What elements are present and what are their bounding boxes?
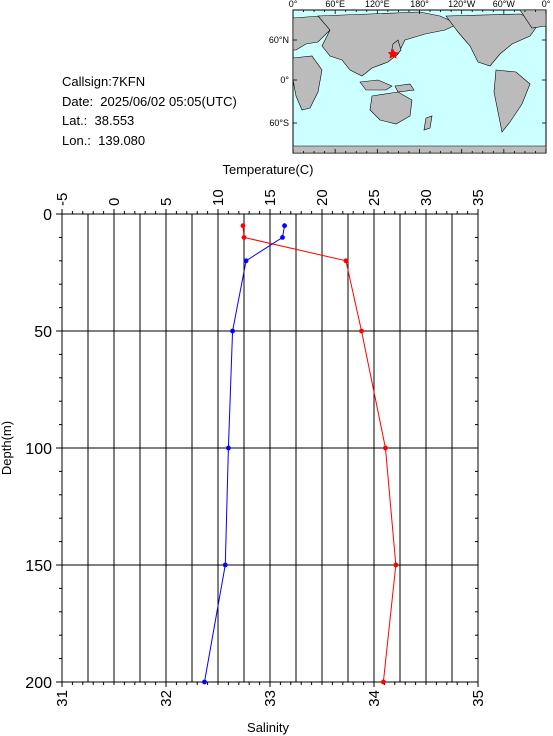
map-latitude-label: 0° bbox=[280, 75, 289, 85]
temperature-tick-label: 25 bbox=[366, 189, 383, 206]
temperature-data-point bbox=[393, 562, 399, 568]
temperature-data-point bbox=[380, 679, 386, 685]
chart-grid bbox=[61, 213, 479, 683]
temperature-profile-line bbox=[242, 225, 397, 683]
salinity-data-point bbox=[222, 562, 228, 568]
land-new-zealand bbox=[423, 115, 433, 131]
land-indonesia bbox=[359, 79, 393, 91]
temperature-data-point bbox=[383, 445, 388, 451]
salinity-tick-label: 31 bbox=[54, 690, 71, 707]
temperature-tick-label: 30 bbox=[418, 189, 435, 206]
temperature-tick-label: 10 bbox=[210, 189, 227, 206]
depth-tick-label: 150 bbox=[25, 558, 52, 575]
temperature-data-point bbox=[240, 223, 246, 229]
depth-tick-label: 100 bbox=[25, 441, 52, 458]
salinity-tick-label: 33 bbox=[262, 690, 279, 707]
land-greenland bbox=[519, 10, 546, 29]
map-land bbox=[293, 10, 546, 153]
date-text: Date: 2025/06/02 05:05(UTC) bbox=[62, 93, 237, 109]
longitude-text: Lon.: 139.080 bbox=[62, 132, 146, 148]
salinity-data-point bbox=[226, 445, 231, 451]
depth-tick-label: 0 bbox=[43, 207, 52, 224]
land-africa bbox=[293, 55, 323, 111]
chart-ticks bbox=[56, 209, 479, 687]
callsign-text: Callsign:7KFN bbox=[62, 74, 146, 89]
chart-series bbox=[202, 223, 399, 685]
temperature-tick-label: 20 bbox=[314, 189, 331, 206]
salinity-data-point bbox=[282, 223, 287, 229]
depth-tick-label: 50 bbox=[34, 324, 52, 341]
land-south-america bbox=[493, 69, 531, 133]
salinity-tick-label: 34 bbox=[366, 690, 383, 707]
salinity-data-point bbox=[280, 235, 285, 240]
map-longitude-label: 120°W bbox=[448, 0, 476, 9]
depth-tick-label: 200 bbox=[25, 675, 52, 692]
latitude-text: Lat.: 38.553 bbox=[62, 113, 135, 128]
station-marker-icon bbox=[387, 48, 399, 59]
map-latitude-label: 60°S bbox=[269, 118, 289, 128]
temperature-tick-label: 35 bbox=[470, 189, 487, 206]
salinity-data-point bbox=[243, 258, 249, 264]
map-latitude-label: 60°N bbox=[269, 35, 289, 45]
salinity-data-point bbox=[230, 328, 235, 334]
map-longitude-label: 180° bbox=[410, 0, 429, 9]
salinity-tick-label: 32 bbox=[158, 690, 175, 707]
temperature-data-point bbox=[241, 235, 247, 240]
temperature-axis-label: Temperature(C) bbox=[222, 162, 313, 177]
salinity-tick-label: 35 bbox=[470, 690, 487, 707]
depth-axis-label: Depth(m) bbox=[0, 421, 14, 475]
temperature-data-point bbox=[359, 328, 364, 334]
map-longitude-label: 0° bbox=[289, 0, 298, 9]
salinity-profile-line bbox=[203, 225, 286, 683]
temperature-tick-label: 15 bbox=[262, 189, 279, 206]
temperature-tick-label: 5 bbox=[158, 198, 175, 206]
temperature-tick-label: -5 bbox=[54, 193, 71, 206]
land-new-guinea bbox=[394, 83, 415, 93]
temperature-tick-label: 0 bbox=[106, 198, 123, 206]
map-longitude-label: 60°W bbox=[493, 0, 516, 9]
location-map: 0° 60°E 120°E 180° 120°W 60°W 0° 60°N 0° 60°S bbox=[269, 0, 551, 154]
salinity-axis-label: Salinity bbox=[247, 720, 289, 735]
land-australia bbox=[369, 91, 413, 125]
map-longitude-label: 60°E bbox=[325, 0, 345, 9]
temperature-data-point bbox=[343, 258, 349, 264]
map-longitude-label: 0° bbox=[542, 0, 551, 9]
map-longitude-label: 120°E bbox=[365, 0, 390, 9]
station-info: Callsign:7KFN Date: 2025/06/02 05:05(UTC… bbox=[62, 72, 237, 150]
salinity-data-point bbox=[202, 679, 207, 685]
